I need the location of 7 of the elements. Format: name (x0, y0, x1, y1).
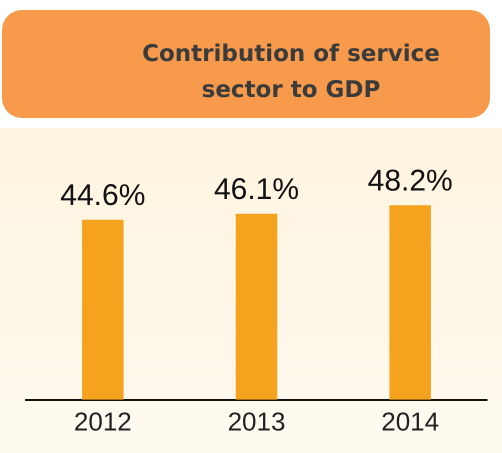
data-label: 48.2% (368, 164, 453, 198)
x-tick-label: 2012 (74, 406, 132, 437)
chart-title: Contribution of service sector to GDP (2, 10, 490, 118)
x-tick-label: 2013 (228, 406, 286, 437)
data-label: 46.1% (214, 173, 300, 206)
x-tick-label: 2014 (381, 406, 440, 437)
data-label: 44.6% (60, 179, 146, 212)
